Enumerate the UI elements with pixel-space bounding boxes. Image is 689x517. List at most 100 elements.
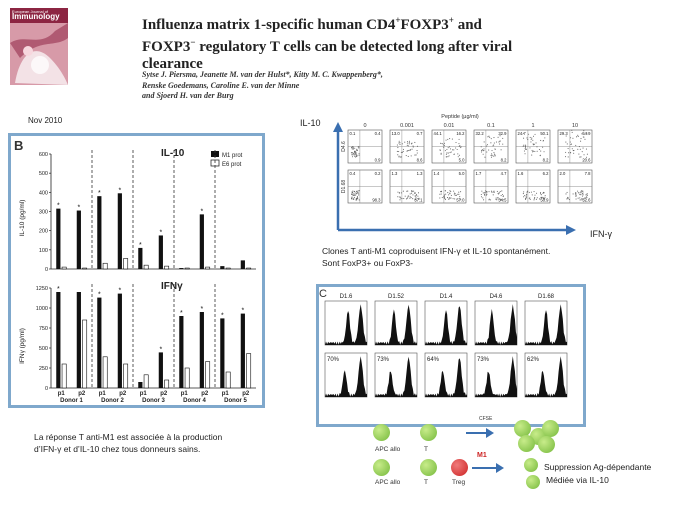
flow-event-dot bbox=[402, 190, 404, 192]
flow-event-dot bbox=[582, 147, 584, 149]
flow-event-dot bbox=[407, 145, 409, 147]
il10-ytick-label: 600 bbox=[39, 152, 48, 158]
p-label: p2 bbox=[78, 391, 86, 397]
flow-quadrant-value: 6.2 bbox=[543, 171, 549, 176]
ifng-bar-m1 bbox=[220, 318, 225, 388]
flow-event-dot bbox=[531, 154, 533, 156]
flow-event-dot bbox=[585, 148, 588, 150]
flow-event-dot bbox=[458, 146, 460, 148]
flow-event-dot bbox=[451, 138, 453, 140]
flow-event-dot bbox=[536, 146, 538, 148]
flow-concentration-label: 0.001 bbox=[400, 123, 414, 129]
flow-event-dot bbox=[444, 198, 446, 200]
flow-event-dot bbox=[543, 151, 545, 153]
flow-event-dot bbox=[450, 190, 452, 192]
flow-event-dot bbox=[502, 143, 504, 145]
flow-event-dot bbox=[566, 191, 568, 193]
flow-event-dot bbox=[351, 191, 353, 193]
flow-cytometry-grid: IL-10 IFN-γ Peptide (µg/ml) 0 0.001 0.01 0.… bbox=[300, 114, 612, 239]
flow-event-dot bbox=[523, 144, 525, 146]
panel-b-letter: B bbox=[14, 138, 23, 153]
expanded-cell bbox=[542, 420, 559, 437]
flow-event-dot bbox=[536, 197, 538, 199]
flow-caption: Clones T anti-M1 coproduisent IFN-γ et I… bbox=[322, 246, 551, 268]
flow-event-dot bbox=[446, 148, 448, 150]
flow-event-dot bbox=[409, 193, 411, 195]
flow-event-dot bbox=[497, 197, 499, 199]
flow-event-dot bbox=[567, 147, 569, 150]
ifng-significance-marker: * bbox=[241, 308, 244, 315]
ifng-bar-e6 bbox=[184, 367, 190, 389]
flow-event-dot bbox=[493, 153, 496, 155]
flow-event-dot bbox=[439, 193, 441, 195]
flow-event-dot bbox=[525, 195, 527, 197]
flow-event-dot bbox=[404, 195, 406, 197]
flow-event-dot bbox=[407, 190, 409, 192]
flow-event-dot bbox=[459, 145, 461, 147]
result-line-2: Médiée via IL-10 bbox=[546, 475, 609, 485]
flow-quadrant-value: 5.0 bbox=[459, 171, 465, 176]
flow-event-dot bbox=[490, 156, 493, 158]
flow-event-dot bbox=[411, 190, 413, 192]
flow-event-dot bbox=[572, 149, 574, 152]
flow-event-dot bbox=[578, 146, 580, 148]
flow-event-dot bbox=[460, 147, 462, 149]
flow-event-dot bbox=[396, 144, 398, 146]
flow-event-dot bbox=[541, 196, 543, 198]
flow-event-dot bbox=[358, 194, 360, 196]
il10-ytick-label: 400 bbox=[39, 190, 48, 196]
flow-event-dot bbox=[578, 192, 580, 194]
flow-event-dot bbox=[448, 146, 450, 148]
flow-event-dot bbox=[488, 198, 490, 200]
flow-event-dot bbox=[409, 149, 411, 151]
flow-event-dot bbox=[415, 196, 417, 198]
flow-event-dot bbox=[441, 197, 443, 199]
cfse-percentage: 62% bbox=[527, 357, 540, 363]
flow-event-dot bbox=[493, 152, 495, 154]
flow-event-dot bbox=[401, 198, 403, 200]
flow-event-dot bbox=[358, 192, 360, 194]
il10-bar-m1 bbox=[240, 260, 245, 269]
flow-event-dot bbox=[483, 141, 485, 143]
flow-event-dot bbox=[501, 190, 503, 192]
flow-event-dot bbox=[565, 193, 567, 195]
ifng-bar-m1 bbox=[240, 313, 245, 388]
flow-event-dot bbox=[399, 143, 401, 145]
journal-cover-art bbox=[10, 23, 68, 85]
flow-quadrant-value: 37.1 bbox=[414, 198, 423, 203]
flow-event-dot bbox=[406, 150, 408, 152]
flow-event-dot bbox=[413, 190, 415, 192]
il10-significance-marker: * bbox=[159, 229, 162, 236]
flow-quadrant-value: 98.3 bbox=[372, 198, 381, 203]
flow-x-arrowhead bbox=[566, 225, 576, 235]
flow-event-dot bbox=[483, 148, 485, 150]
flow-event-dot bbox=[449, 193, 451, 195]
flow-event-dot bbox=[502, 195, 504, 197]
flow-event-dot bbox=[565, 135, 567, 137]
flow-event-dot bbox=[581, 133, 583, 135]
flow-event-dot bbox=[496, 190, 498, 192]
flow-event-dot bbox=[439, 197, 441, 199]
panel-c-histograms: C CFSE D1.6 D1.52 D1.4 D4.6 D1.68 70% 73% 64% 73… bbox=[319, 288, 568, 422]
flow-event-dot bbox=[580, 199, 582, 201]
flow-event-dot bbox=[579, 197, 581, 199]
flow-event-dot bbox=[534, 133, 536, 135]
flow-event-dot bbox=[491, 154, 493, 156]
flow-event-dot bbox=[404, 141, 406, 143]
flow-quadrant-value: 32.2 bbox=[476, 131, 485, 136]
flow-quadrant-value: 1.6 bbox=[518, 171, 524, 176]
flow-event-dot bbox=[540, 139, 542, 142]
flow-peptide-label: Peptide (µg/ml) bbox=[441, 114, 479, 120]
flow-event-dot bbox=[571, 129, 573, 131]
flow-event-dot bbox=[495, 141, 498, 143]
flow-event-dot bbox=[356, 153, 358, 155]
ifng-significance-marker: * bbox=[159, 346, 162, 353]
flow-event-dot bbox=[490, 154, 492, 156]
flow-event-dot bbox=[485, 190, 488, 192]
flow-event-dot bbox=[356, 197, 358, 200]
legend-m1-swatch bbox=[211, 151, 219, 157]
flow-event-dot bbox=[414, 141, 416, 144]
flow-event-dot bbox=[482, 192, 484, 194]
ifng-ylabel: IFNγ (pg/ml) bbox=[19, 328, 26, 364]
